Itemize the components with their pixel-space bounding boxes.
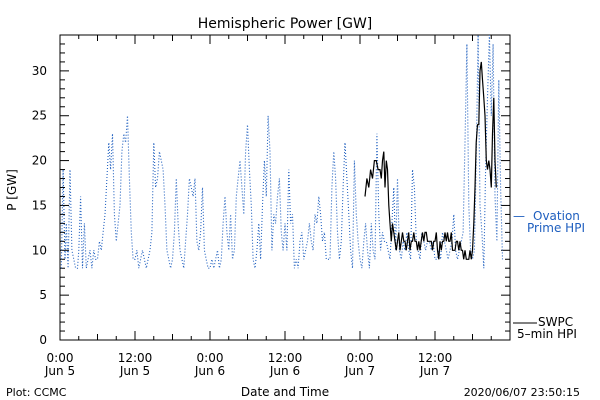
y-tick-label: 5 <box>39 288 47 302</box>
x-tick-label-time: 12:00 <box>118 351 153 365</box>
legend-swpc-label-1: SWPC <box>538 315 573 329</box>
x-tick-label-date: Jun 6 <box>194 364 225 378</box>
y-tick-label: 10 <box>32 243 47 257</box>
x-tick-label-date: Jun 6 <box>269 364 300 378</box>
y-axis: 0 5 10 15 20 25 30 <box>32 34 510 347</box>
footer-left: Plot: CCMC <box>6 386 67 399</box>
y-tick-label: 15 <box>32 198 47 212</box>
ovation-prime-hpi-line <box>60 34 504 269</box>
legend-ovation-marker: — <box>513 209 525 223</box>
legend: — Ovation Prime HPI SWPC 5–min HPI <box>513 209 585 341</box>
legend-ovation-label-1: Ovation <box>533 209 580 223</box>
legend-ovation-label-2: Prime HPI <box>527 221 585 235</box>
x-tick-label-date: Jun 5 <box>119 364 150 378</box>
x-tick-label-date: Jun 5 <box>44 364 75 378</box>
x-tick-label-time: 0:00 <box>197 351 224 365</box>
y-tick-label: 20 <box>32 154 47 168</box>
x-tick-label-time: 0:00 <box>347 351 374 365</box>
y-tick-label: 0 <box>39 333 47 347</box>
y-tick-label: 25 <box>32 109 47 123</box>
y-axis-label: P [GW] <box>5 169 19 211</box>
x-tick-label-time: 12:00 <box>418 351 453 365</box>
x-tick-label-time: 12:00 <box>268 351 303 365</box>
chart-title: Hemispheric Power [GW] <box>198 16 373 32</box>
x-tick-label-time: 0:00 <box>47 351 74 365</box>
x-tick-label-date: Jun 7 <box>344 364 375 378</box>
footer-right: 2020/06/07 23:50:15 <box>464 386 580 399</box>
y-tick-label: 30 <box>32 64 47 78</box>
series-layer <box>60 34 504 269</box>
plot-area <box>59 34 511 341</box>
x-axis-label: Date and Time <box>241 385 329 399</box>
legend-swpc-label-2: 5–min HPI <box>517 327 577 341</box>
plot-frame <box>59 34 511 341</box>
x-tick-label-date: Jun 7 <box>419 364 450 378</box>
swpc-hpi-line <box>364 61 497 260</box>
